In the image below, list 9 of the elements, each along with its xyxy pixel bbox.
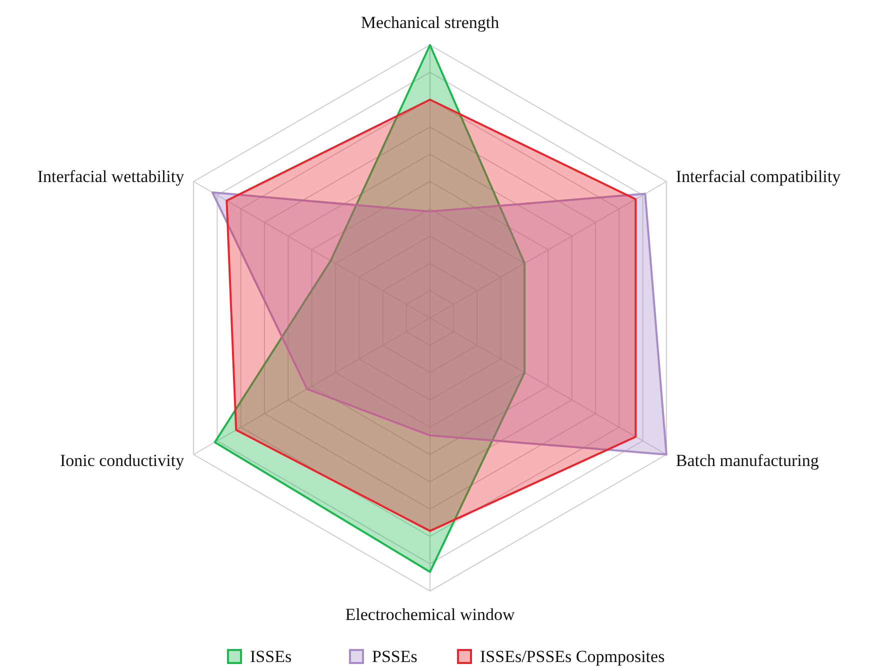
spoke-label: Interfacial compatibility: [676, 167, 842, 186]
legend-label: ISSEs/PSSEs Copmposites: [480, 647, 665, 666]
spoke-label: Ionic conductivity: [60, 450, 185, 470]
legend-label: ISSEs: [250, 647, 292, 666]
spoke-label: Mechanical strength: [360, 13, 500, 32]
spoke-label: Electrochemical window: [345, 604, 516, 624]
spoke-label: Batch manufacturing: [676, 450, 820, 470]
spoke-label: Interfacial wettability: [37, 167, 185, 186]
legend-label: PSSEs: [372, 647, 418, 666]
